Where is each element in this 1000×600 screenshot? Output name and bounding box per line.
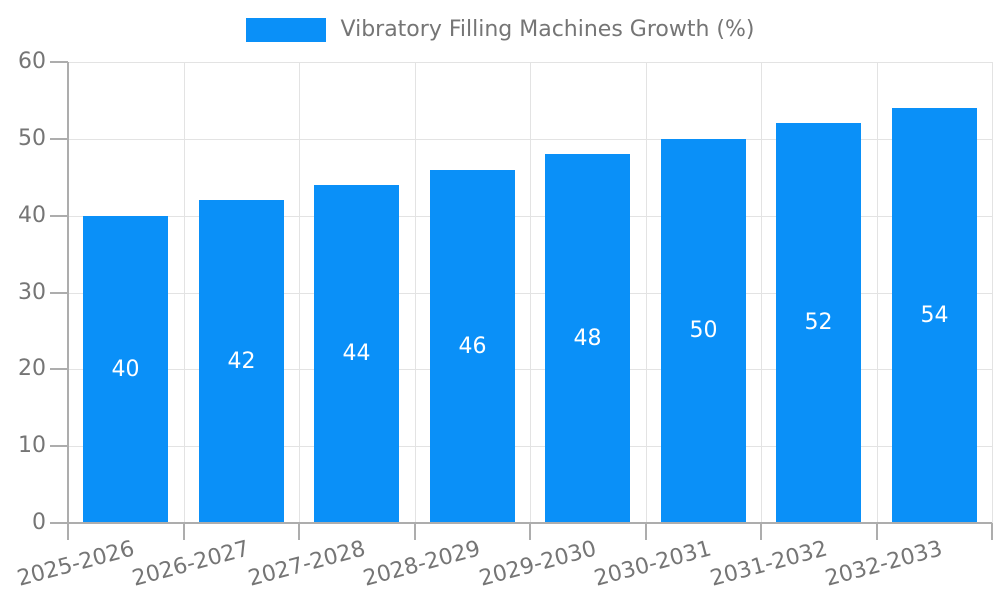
legend-swatch xyxy=(245,18,326,42)
y-axis-tick xyxy=(50,215,68,217)
y-axis-tick-label: 40 xyxy=(18,203,46,228)
gridline-vertical xyxy=(299,62,300,523)
bar-2030-2031: 50 xyxy=(661,139,746,523)
gridline-vertical xyxy=(646,62,647,523)
gridline-vertical xyxy=(184,62,185,523)
y-axis-tick-label: 30 xyxy=(18,280,46,305)
x-axis-tick-label: 2031-2032 xyxy=(707,536,831,592)
x-axis-tick xyxy=(67,523,69,540)
x-axis-tick-label: 2028-2029 xyxy=(360,536,484,592)
x-axis-tick-label: 2030-2031 xyxy=(591,536,715,592)
x-axis-tick xyxy=(645,523,647,540)
gridline-vertical xyxy=(877,62,878,523)
y-axis-tick-label: 10 xyxy=(18,433,46,458)
x-axis-tick xyxy=(183,523,185,540)
x-axis-tick xyxy=(298,523,300,540)
gridline-vertical xyxy=(530,62,531,523)
bar-2031-2032: 52 xyxy=(776,123,861,523)
x-axis-tick-label: 2029-2030 xyxy=(476,536,600,592)
x-axis-tick-label: 2026-2027 xyxy=(129,536,253,592)
bar-value-label: 46 xyxy=(458,333,487,359)
x-axis-tick xyxy=(414,523,416,540)
x-axis-tick xyxy=(991,523,993,540)
y-axis-line xyxy=(67,62,69,523)
y-axis-tick-label: 50 xyxy=(18,126,46,151)
y-axis-tick xyxy=(50,368,68,370)
bar-value-label: 42 xyxy=(227,348,256,374)
x-axis-tick-label: 2025-2026 xyxy=(14,536,138,592)
bar-2028-2029: 46 xyxy=(430,170,515,523)
bar-value-label: 44 xyxy=(342,341,371,366)
y-axis-tick xyxy=(50,138,68,140)
bar-2026-2027: 42 xyxy=(199,200,284,523)
x-axis-tick-label: 2032-2033 xyxy=(822,536,946,592)
y-axis-tick-label: 60 xyxy=(18,49,46,74)
y-axis-tick xyxy=(50,292,68,294)
x-axis-tick xyxy=(876,523,878,540)
bar-2029-2030: 48 xyxy=(545,154,630,523)
bar-2032-2033: 54 xyxy=(892,108,977,523)
bar-2027-2028: 44 xyxy=(314,185,399,523)
y-axis-tick xyxy=(50,522,68,524)
x-axis-tick xyxy=(760,523,762,540)
x-axis-tick-label: 2027-2028 xyxy=(245,536,369,592)
y-axis-tick-label: 20 xyxy=(18,356,46,381)
x-axis-tick xyxy=(529,523,531,540)
gridline-vertical xyxy=(992,62,993,523)
gridline-vertical xyxy=(415,62,416,523)
bar-value-label: 52 xyxy=(804,310,833,335)
y-axis-tick xyxy=(50,61,68,63)
x-axis-line xyxy=(68,522,992,524)
plot-area: 0 10 20 30 40 50 60 40 42 44 46 48 50 52 54 2025-2026 20… xyxy=(15,49,993,592)
bar-value-label: 50 xyxy=(689,318,718,343)
bar-value-label: 48 xyxy=(573,325,602,351)
gridline-vertical xyxy=(761,62,762,523)
legend-label: Vibratory Filling Machines Growth (%) xyxy=(340,17,755,42)
bar-value-label: 54 xyxy=(920,302,949,328)
y-axis-tick-label: 0 xyxy=(32,510,46,535)
bar-2025-2026: 40 xyxy=(83,216,168,523)
bar-value-label: 40 xyxy=(111,356,140,382)
y-axis-tick xyxy=(50,445,68,447)
legend: Vibratory Filling Machines Growth (%) xyxy=(0,16,1000,44)
